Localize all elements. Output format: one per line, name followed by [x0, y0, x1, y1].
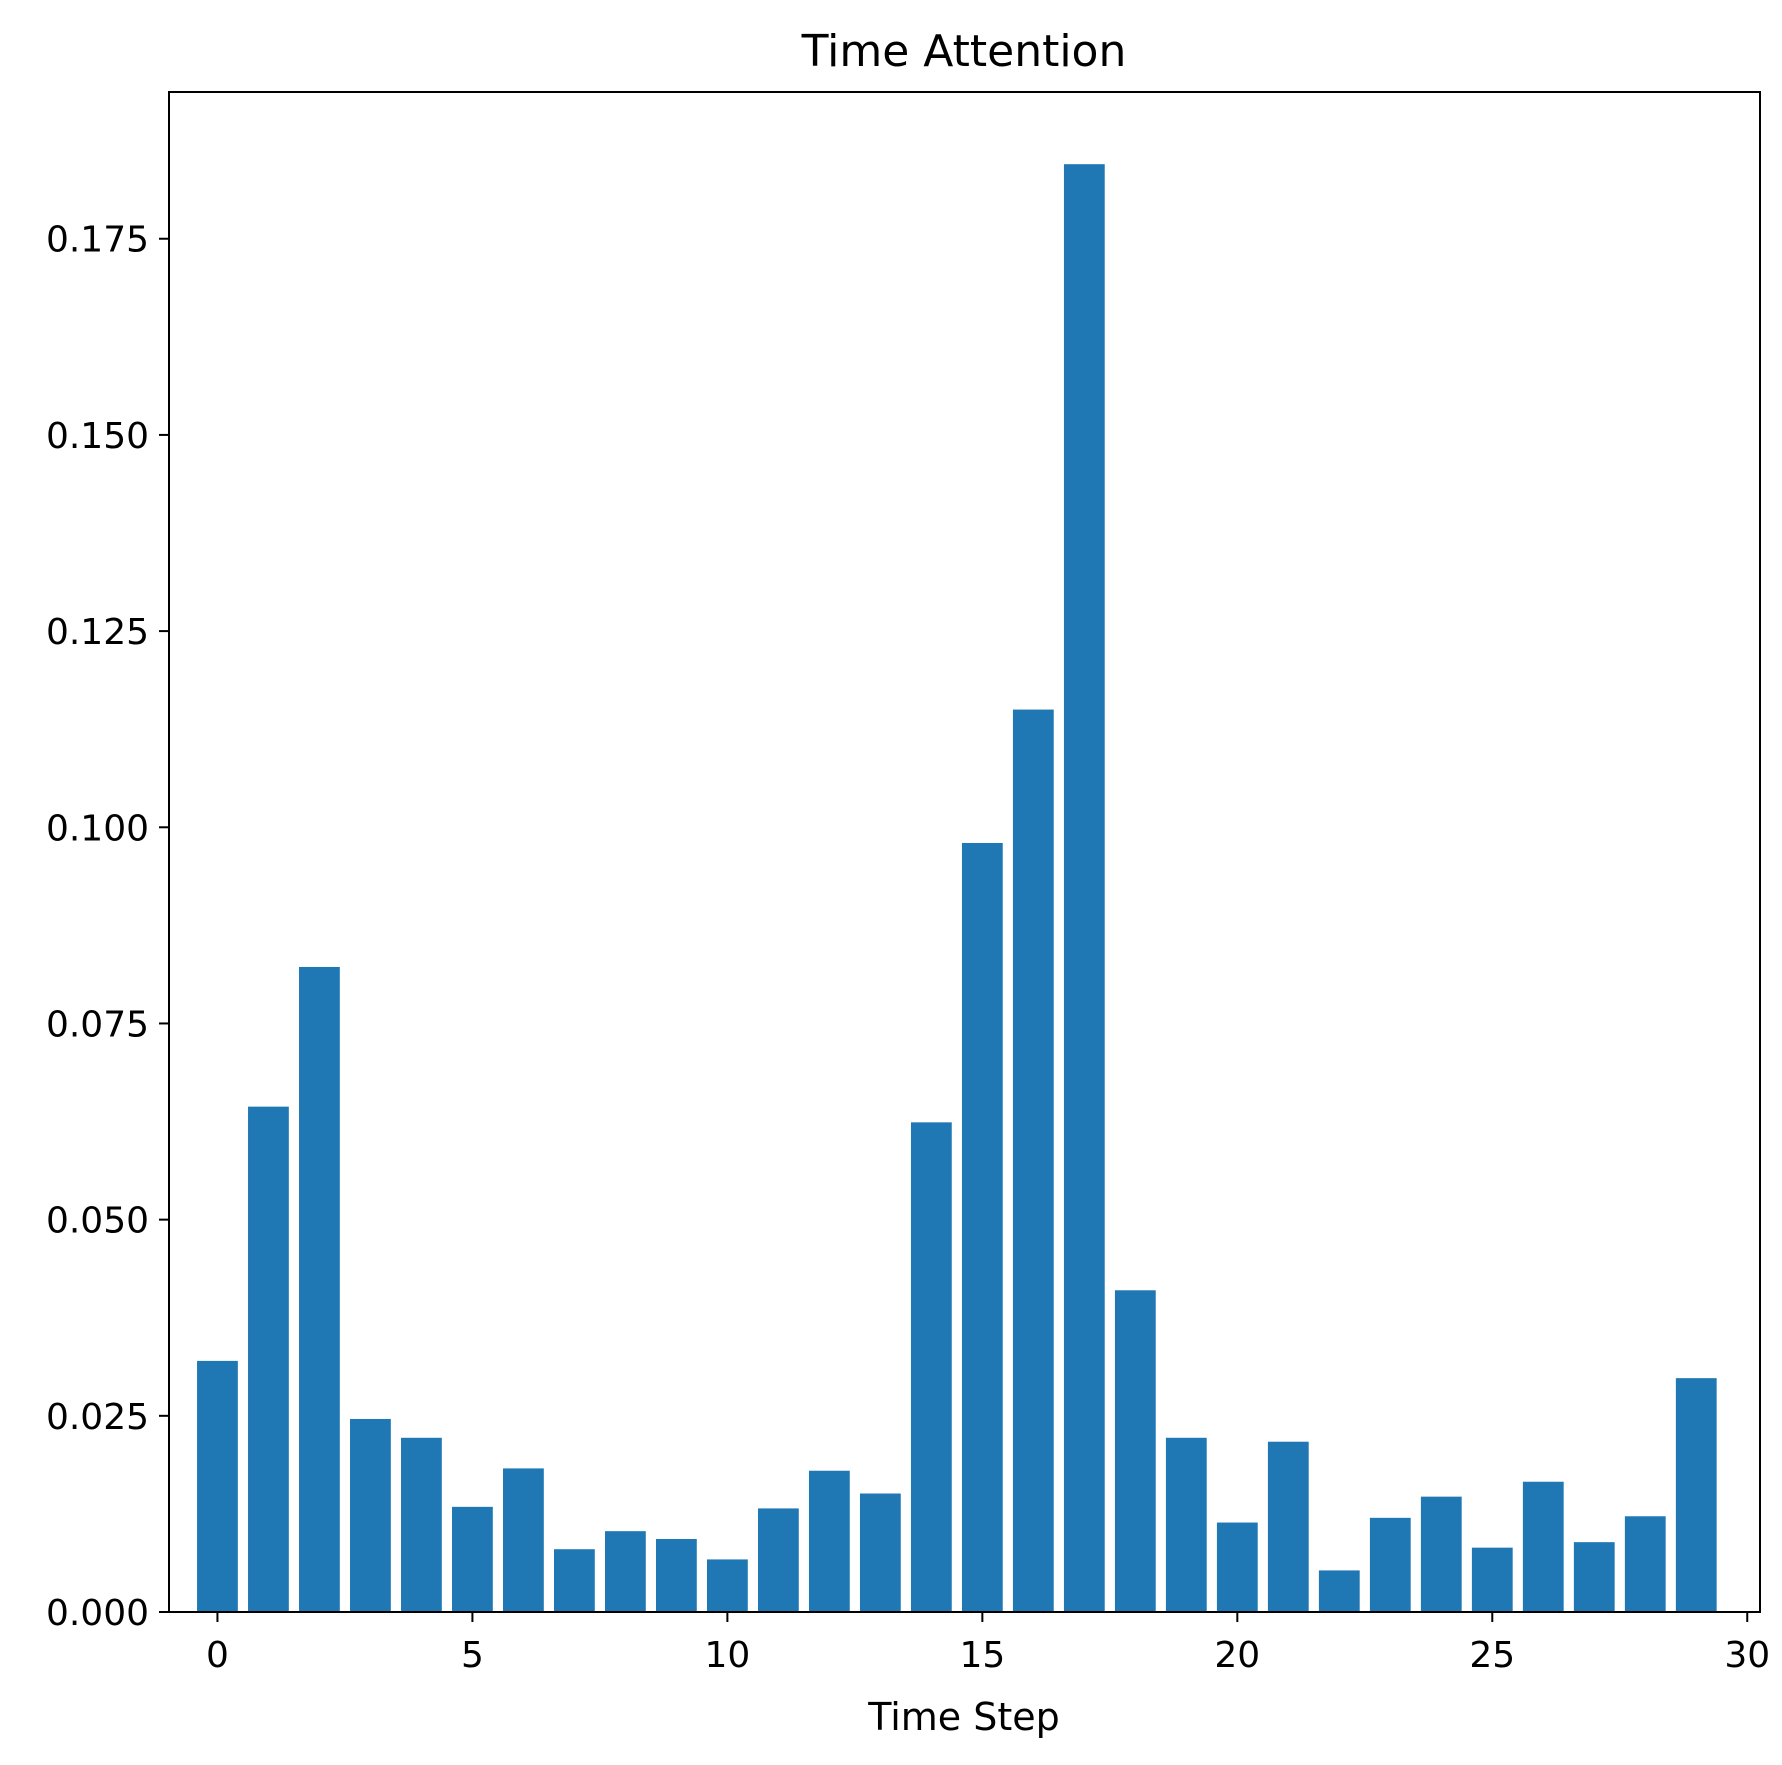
bar-8	[605, 1531, 646, 1612]
bar-4	[401, 1437, 442, 1612]
y-tick-label: 0.150	[46, 416, 149, 457]
bar-19	[1165, 1437, 1207, 1612]
bar-15	[961, 842, 1003, 1612]
chart-title: Time Attention	[801, 26, 1127, 77]
x-tick-label: 25	[1469, 1635, 1515, 1676]
bar-17	[1063, 164, 1105, 1613]
bar-3	[350, 1418, 391, 1612]
bars-group	[197, 164, 1717, 1613]
y-tick-label: 0.025	[46, 1397, 149, 1438]
bar-21	[1267, 1441, 1309, 1612]
y-tick-label: 0.050	[46, 1201, 149, 1242]
bar-0	[197, 1360, 238, 1612]
x-tick-label: 20	[1214, 1635, 1260, 1676]
bar-13	[859, 1493, 901, 1612]
bar-29	[1675, 1378, 1717, 1612]
bar-2	[299, 966, 340, 1612]
bar-24	[1420, 1496, 1462, 1612]
bar-18	[1114, 1290, 1156, 1612]
y-tick-label: 0.175	[46, 220, 149, 261]
x-tick-label: 30	[1724, 1635, 1770, 1676]
bar-27	[1573, 1542, 1615, 1612]
x-tick-label: 5	[461, 1635, 484, 1676]
x-axis-label: Time Step	[867, 1695, 1060, 1739]
bar-26	[1522, 1481, 1564, 1612]
x-tick-label: 0	[206, 1635, 229, 1676]
bar-7	[554, 1549, 595, 1612]
bar-5	[452, 1506, 493, 1612]
x-tick-label: 15	[959, 1635, 1005, 1676]
plot-frame	[168, 91, 1761, 1613]
bar-28	[1624, 1516, 1666, 1612]
y-tick-label: 0.125	[46, 612, 149, 653]
bar-6	[503, 1468, 544, 1612]
bar-14	[910, 1122, 952, 1612]
bar-16	[1012, 709, 1054, 1612]
bar-20	[1216, 1522, 1258, 1612]
bar-10	[706, 1559, 748, 1612]
bar-1	[248, 1106, 289, 1612]
bar-25	[1471, 1547, 1513, 1612]
bar-22	[1318, 1570, 1360, 1612]
y-axis: 0.000 0.025 0.050 0.075 0.100 0.125 0.150 0.175	[46, 220, 169, 1634]
bar-9	[655, 1539, 697, 1612]
bar-11	[757, 1508, 799, 1612]
y-tick-label: 0.100	[46, 808, 149, 849]
bar-23	[1369, 1517, 1411, 1612]
bar-12	[808, 1470, 850, 1612]
y-tick-label: 0.000	[46, 1593, 149, 1634]
x-tick-label: 10	[704, 1635, 750, 1676]
y-tick-label: 0.075	[46, 1004, 149, 1045]
x-axis: 0 5 10 15 20 25 30	[206, 1612, 1770, 1676]
